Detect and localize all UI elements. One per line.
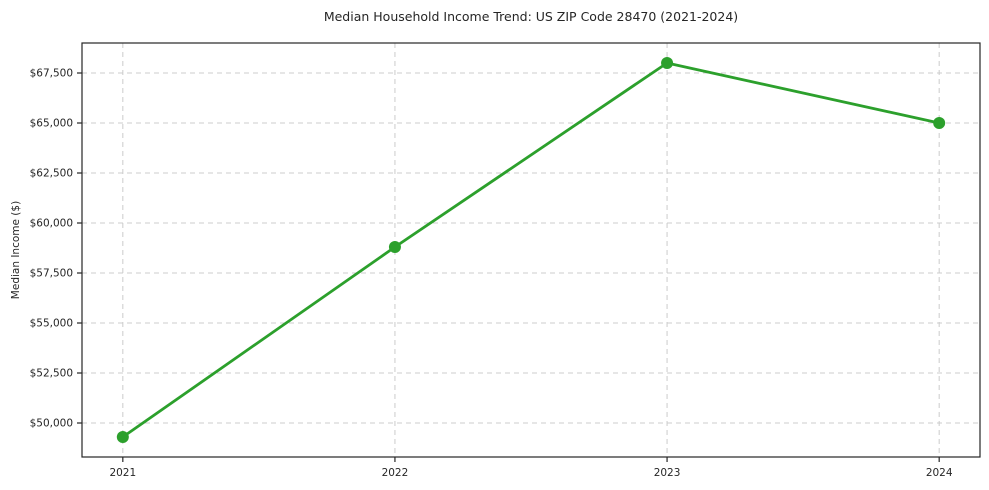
income-trend-line bbox=[121, 61, 941, 439]
data-point-2022 bbox=[388, 241, 401, 253]
x-tick-label: 2024 bbox=[926, 467, 953, 479]
data-point-2021 bbox=[116, 431, 129, 443]
y-tick-label: $55,000 bbox=[30, 318, 73, 330]
data-point-2023 bbox=[661, 57, 674, 69]
y-tick-label: $52,500 bbox=[30, 368, 73, 380]
y-tick-label: $65,000 bbox=[30, 118, 73, 130]
chart-title: Median Household Income Trend: US ZIP Co… bbox=[323, 9, 739, 24]
x-tick-label: 2021 bbox=[109, 467, 136, 479]
y-tick-label: $62,500 bbox=[30, 168, 73, 180]
y-tick-label: $50,000 bbox=[30, 418, 73, 430]
x-tick-label: 2023 bbox=[654, 467, 681, 479]
y-tick-label: $60,000 bbox=[30, 218, 73, 230]
y-tick-label: $57,500 bbox=[30, 268, 73, 280]
y-tick-label: $67,500 bbox=[30, 68, 73, 80]
axes-border bbox=[81, 42, 981, 458]
data-point-2024 bbox=[933, 117, 946, 129]
x-tick-label: 2022 bbox=[382, 467, 409, 479]
